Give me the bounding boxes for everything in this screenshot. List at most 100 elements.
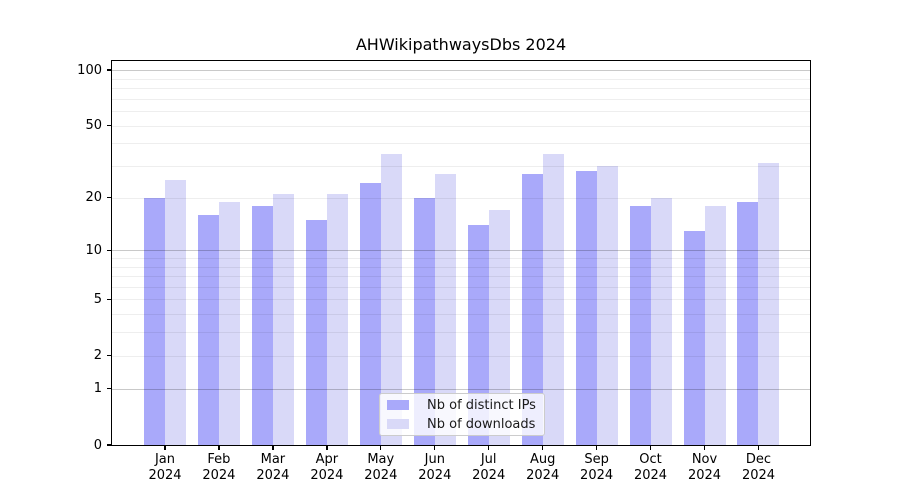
x-tick-year-jul: 2024 [472,467,506,483]
x-tick-year-jan: 2024 [148,467,182,483]
minor-gridline-70 [112,98,810,100]
y-tick-mark-10 [107,249,112,251]
bar-downloads-oct [650,197,672,445]
major-gridline-1 [112,388,810,390]
plot-area [112,61,810,445]
y-tick-label-2: 2 [93,348,102,364]
x-tick-year-apr: 2024 [310,467,344,483]
legend: Nb of distinct IPs Nb of downloads [379,393,545,436]
grid-layer [112,61,810,445]
x-tick-label-sep: Sep 2024 [567,452,627,483]
minor-gridline-50 [112,125,810,127]
y-tick-label-10: 10 [85,242,102,258]
x-tick-label-aug: Aug 2024 [513,452,573,483]
bar-downloads-mar [272,193,294,445]
x-tick-label-mar: Mar 2024 [243,452,303,483]
bar-distinct-ips-nov [683,230,705,445]
y-tick-mark-100 [107,69,112,71]
major-gridline-100 [112,70,810,71]
minor-gridline-30 [112,166,810,167]
minor-gridline-90 [112,78,810,80]
y-tick-label-1: 1 [93,381,102,397]
x-tick-mark-mar [272,445,274,450]
x-tick-mark-apr [326,445,328,450]
x-tick-year-may: 2024 [364,467,398,483]
x-tick-mark-nov [703,445,706,450]
x-tick-year-oct: 2024 [633,467,668,483]
y-tick-mark-5 [107,298,112,301]
bar-downloads-jan [165,180,186,445]
minor-gridline-2 [112,355,810,357]
y-tick-mark-1 [107,388,112,390]
minor-gridline-80 [112,87,810,89]
x-tick-mark-oct [649,445,652,450]
x-tick-label-nov: Nov 2024 [675,452,735,483]
x-tick-year-dec: 2024 [741,467,776,483]
minor-gridline-9 [112,257,810,259]
bar-distinct-ips-dec [737,201,759,445]
minor-gridline-5 [112,299,810,301]
bar-downloads-may [380,153,402,445]
minor-gridline-4 [112,314,810,316]
legend-entry-distinct-ips: Nb of distinct IPs [387,396,544,415]
x-tick-label-apr: Apr 2024 [297,452,357,483]
x-tick-label-jul: Jul 2024 [459,452,519,483]
x-tick-year-jun: 2024 [418,467,452,483]
y-tick-label-50: 50 [85,118,102,133]
y-tick-mark-0 [107,444,112,446]
minor-gridline-60 [112,111,810,112]
x-tick-mark-jun [434,445,436,450]
x-tick-label-oct: Oct 2024 [621,452,681,483]
y-tick-mark-2 [107,355,112,357]
bar-downloads-feb [218,201,240,445]
x-tick-mark-aug [542,445,544,450]
x-tick-label-jun: Jun 2024 [405,452,465,483]
major-gridline-10 [112,250,810,252]
legend-swatch-distinct-ips [387,400,409,410]
y-tick-label-100: 100 [77,62,102,78]
x-tick-mark-jan [164,445,166,450]
y-tick-mark-50 [107,124,112,127]
bar-downloads-apr [326,193,348,445]
bar-distinct-ips-aug [521,174,543,445]
bar-downloads-jun [434,174,456,445]
x-tick-year-aug: 2024 [526,467,560,483]
minor-gridline-20 [112,197,810,199]
bar-distinct-ips-oct [629,205,651,445]
bar-downloads-dec [758,163,780,445]
chart-title: AHWikipathwaysDbs 2024 [355,35,567,54]
bar-distinct-ips-jul [467,225,489,445]
bar-downloads-sep [596,166,618,445]
x-tick-mark-jul [488,445,490,450]
x-tick-label-jan: Jan 2024 [135,452,195,483]
legend-label-downloads: Nb of downloads [427,416,536,432]
x-tick-year-feb: 2024 [202,467,236,483]
x-tick-mark-feb [218,445,220,450]
y-tick-mark-20 [107,197,112,199]
x-tick-mark-dec [757,445,760,450]
bar-distinct-ips-jan [144,197,165,445]
minor-gridline-6 [112,286,810,288]
bar-downloads-nov [704,205,726,445]
minor-gridline-7 [112,276,810,277]
legend-swatch-downloads [387,419,409,429]
bar-distinct-ips-mar [251,205,273,445]
minor-gridline-40 [112,143,810,145]
bar-distinct-ips-may [359,183,381,445]
x-tick-label-feb: Feb 2024 [189,452,249,483]
legend-entry-downloads: Nb of downloads [387,415,544,434]
x-tick-mark-may [380,445,382,450]
x-tick-label-dec: Dec 2024 [729,452,789,483]
x-tick-year-mar: 2024 [256,467,290,483]
y-tick-label-20: 20 [85,190,102,206]
x-tick-year-sep: 2024 [580,467,614,483]
y-tick-label-5: 5 [93,291,102,307]
bars-layer [112,61,810,445]
x-tick-year-nov: 2024 [687,467,722,483]
x-tick-mark-sep [595,445,598,450]
bar-distinct-ips-sep [575,171,597,445]
bar-distinct-ips-apr [305,219,327,445]
legend-label-distinct-ips: Nb of distinct IPs [427,397,536,413]
y-tick-label-0: 0 [93,437,102,453]
